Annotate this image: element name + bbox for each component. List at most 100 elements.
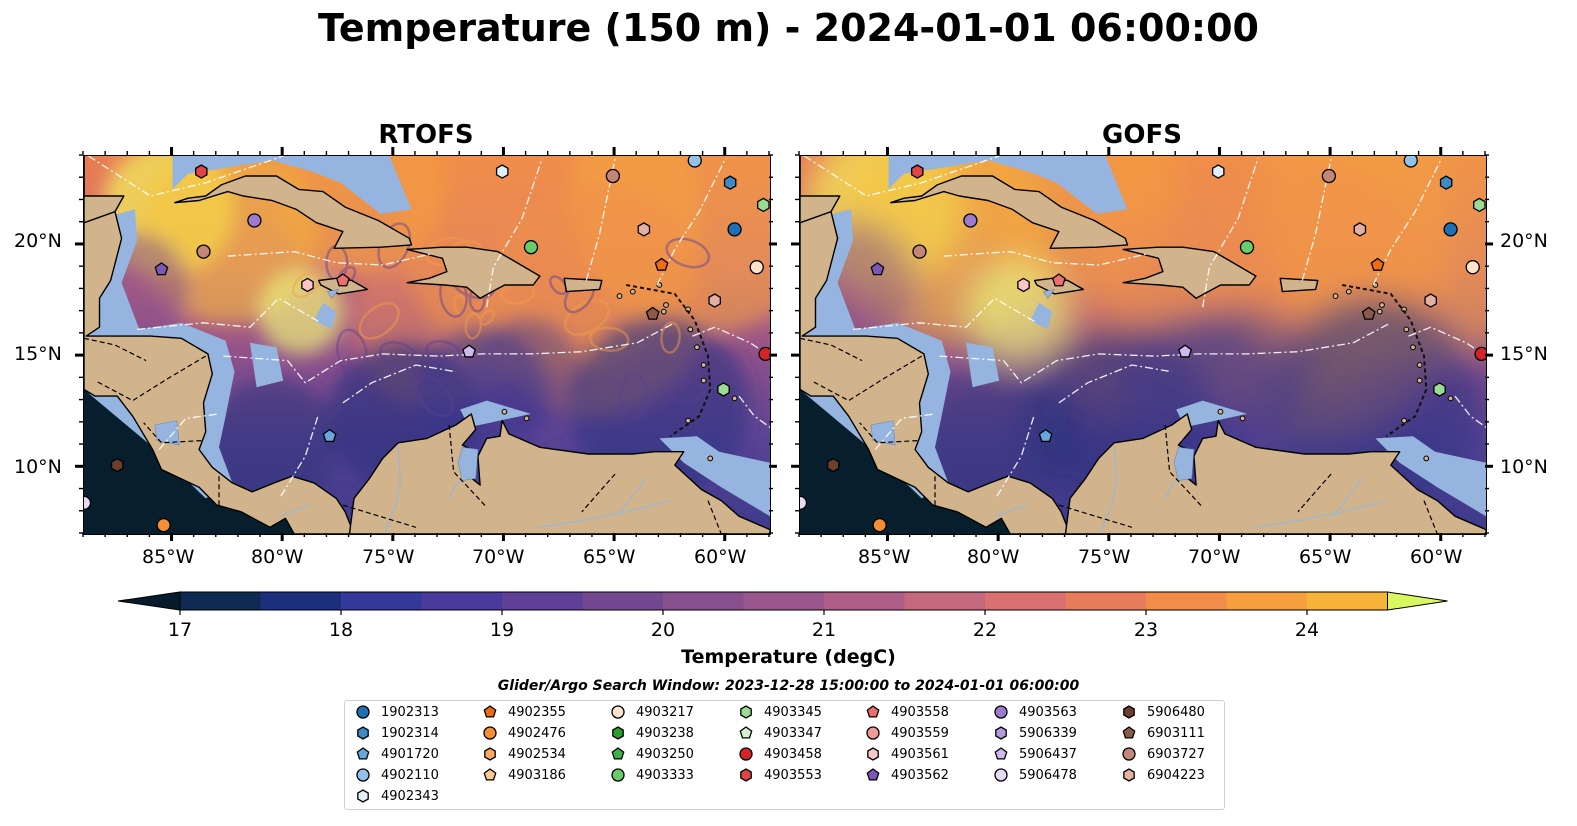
float-marker-6904223 (708, 293, 721, 308)
eddy (379, 341, 420, 370)
eddy (415, 375, 454, 418)
legend-item-5906437: 5906437 (993, 746, 1077, 762)
legend-item-4903561: 4903561 (865, 746, 949, 762)
legend-label: 4902476 (508, 725, 566, 741)
legend-label: 1902313 (381, 704, 439, 720)
lon-label-rtofs-80w: 80°W (251, 546, 304, 568)
legend-label: 4903558 (891, 704, 949, 720)
legend-title: Glider/Argo Search Window: 2023-12-28 15… (497, 678, 1080, 694)
lake (457, 446, 479, 481)
legend-marker (483, 726, 497, 740)
pentagon-marker-icon (866, 705, 880, 718)
legend-item-4903217: 4903217 (610, 704, 694, 720)
landmasses (84, 156, 770, 534)
colorbar-extend-max (1387, 591, 1448, 611)
land-centralAmerica (800, 156, 1071, 534)
lake (870, 420, 896, 446)
land-cuba (890, 175, 1129, 249)
pentagon-marker-icon (483, 705, 497, 718)
shelf-area (659, 436, 770, 517)
hexagon-marker-icon (867, 747, 879, 761)
float-marker-5906437 (1178, 344, 1192, 358)
colorbar-tick-24: 24 (1294, 619, 1320, 641)
river (1100, 447, 1118, 533)
float-marker-6903727 (912, 244, 927, 259)
float-marker-4902355 (654, 257, 669, 271)
legend-label: 1902314 (381, 725, 439, 741)
shelf-area (172, 156, 412, 214)
legend-item-4902110: 4902110 (355, 767, 439, 783)
land-yucatan (84, 156, 125, 224)
legend-marker (995, 726, 1007, 740)
legend-marker (483, 768, 497, 781)
float-marker-6904223 (1424, 293, 1437, 308)
colorbar-bin (904, 592, 986, 610)
legend-item-4903559: 4903559 (865, 725, 949, 741)
legend-label: 4903563 (1019, 704, 1077, 720)
legend-item-4902534: 4902534 (482, 746, 566, 762)
eddy (479, 309, 496, 326)
legend-label: 4903250 (636, 746, 694, 762)
colorbar-tick-23: 23 (1133, 619, 1159, 641)
small-island (1416, 377, 1423, 384)
country-border (581, 473, 616, 513)
legend-label: 4901720 (381, 746, 439, 762)
legend-item-4903250: 4903250 (610, 746, 694, 762)
lat-label-left-15n: 15°N (14, 343, 62, 365)
hexagon-marker-icon (740, 705, 752, 719)
lon-label-gofs-70w: 70°W (1188, 546, 1241, 568)
small-island (1379, 302, 1385, 308)
lat-label-right-10n: 10°N (1500, 456, 1548, 478)
colorbar-extend-min (117, 591, 181, 611)
eddy (358, 301, 400, 340)
river (1332, 478, 1363, 517)
float-marker-4903217 (749, 260, 764, 275)
float-marker-4902355 (1370, 257, 1385, 271)
eez-boundary (342, 364, 456, 404)
country-border (342, 504, 417, 528)
eddy (291, 271, 321, 299)
map-panel-gofs (799, 155, 1487, 535)
lat-label-left-20n: 20°N (14, 230, 62, 252)
legend-marker (1122, 747, 1136, 761)
legend-marker (483, 705, 497, 718)
small-island (629, 288, 636, 295)
legend-marker (866, 705, 880, 718)
legend-item-6903111: 6903111 (1121, 725, 1205, 741)
map-panel-rtofs (83, 155, 771, 535)
eez-boundary (943, 250, 1148, 266)
legend-item-4903347: 4903347 (738, 725, 822, 741)
legend-marker (1122, 726, 1136, 739)
eddy (660, 321, 681, 354)
legend-item-4903238: 4903238 (610, 725, 694, 741)
depth-contour (1342, 284, 1428, 438)
float-marker-5906480 (826, 457, 840, 473)
country-border (94, 355, 207, 402)
legend-item-4902343: 4902343 (355, 788, 439, 804)
eez-boundary (1454, 395, 1486, 428)
legend-label: 4903458 (764, 746, 822, 762)
legend-item-1902313: 1902313 (355, 704, 439, 720)
pentagon-marker-icon (994, 747, 1008, 760)
legend-marker (994, 768, 1008, 782)
legend-item-5906339: 5906339 (993, 725, 1077, 741)
eddy (425, 339, 461, 364)
shelf-area (1375, 436, 1486, 517)
circle-marker-icon (356, 768, 370, 782)
land-centralAmerica (84, 156, 355, 534)
lon-label-rtofs-85w: 85°W (142, 546, 195, 568)
eez-boundary (486, 157, 543, 308)
colorbar-tick-22: 22 (972, 619, 998, 641)
river (1164, 449, 1189, 499)
shelf-area (1176, 400, 1247, 428)
lon-label-gofs-75w: 75°W (1078, 546, 1131, 568)
land-yucatan (800, 156, 841, 224)
colorbar-bin (824, 592, 905, 610)
legend-item-4902476: 4902476 (482, 725, 566, 741)
float-marker-4902476 (872, 517, 887, 533)
country-border (84, 337, 147, 362)
country-border (810, 355, 923, 402)
float-marker-1902314 (723, 175, 737, 190)
lake (1042, 288, 1056, 299)
hexagon-marker-icon (1123, 768, 1135, 782)
